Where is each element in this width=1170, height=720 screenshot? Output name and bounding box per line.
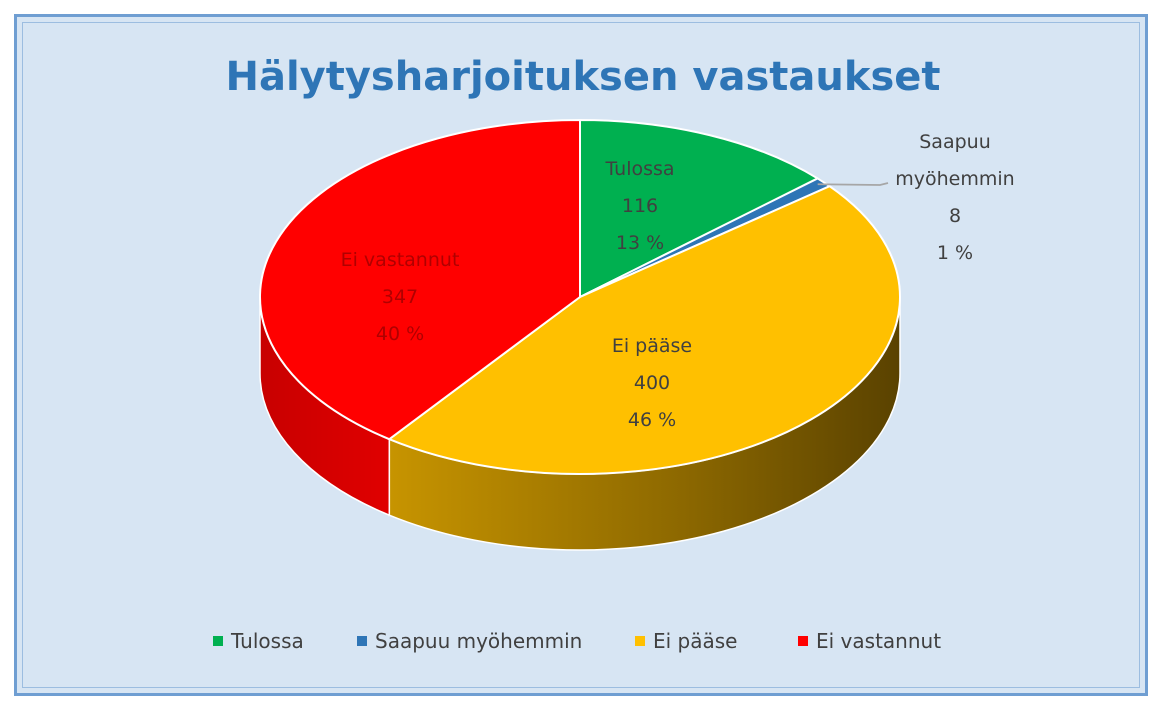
data-label-tulossa: Tulossa 116 13 % bbox=[604, 158, 674, 254]
chart-title: Hälytysharjoituksen vastaukset bbox=[225, 54, 940, 100]
leader-line-saapuu-myohemmin bbox=[817, 182, 889, 186]
data-label-line: 1 % bbox=[937, 242, 973, 264]
data-label-line: myöhemmin bbox=[895, 168, 1014, 190]
legend-item-saapuu-my-hemmin: Saapuu myöhemmin bbox=[357, 629, 582, 653]
pie-slice-tulossa bbox=[579, 118, 820, 299]
chart-inner-border bbox=[22, 22, 1140, 688]
legend-item-ei-vastannut: Ei vastannut bbox=[798, 629, 941, 653]
data-label-line: Ei pääse bbox=[612, 335, 692, 357]
legend-label: Tulossa bbox=[230, 629, 304, 653]
pie-slice-ei-p-se bbox=[387, 185, 901, 475]
data-label-line: 347 bbox=[382, 286, 418, 308]
data-labels: Tulossa 116 13 % Saapuu myöhemmin 8 1 % Ei pääs… bbox=[341, 131, 1015, 431]
data-label-saapuu-my-hemmin: Saapuu myöhemmin 8 1 % bbox=[895, 131, 1014, 264]
data-label-line: 116 bbox=[622, 195, 658, 217]
pie-group bbox=[258, 118, 901, 551]
legend-label: Saapuu myöhemmin bbox=[375, 629, 582, 653]
data-label-line: 400 bbox=[634, 372, 670, 394]
legend-item-tulossa: Tulossa bbox=[213, 629, 304, 653]
legend-swatch bbox=[798, 636, 808, 646]
legend-item-ei-p-se: Ei pääse bbox=[635, 629, 737, 653]
data-label-ei-vastannut: Ei vastannut 347 40 % bbox=[341, 249, 460, 345]
pie-slice-ei-vastannut bbox=[258, 118, 581, 441]
legend-swatch bbox=[357, 636, 367, 646]
data-label-line: 13 % bbox=[616, 232, 664, 254]
data-label-line: 46 % bbox=[628, 409, 676, 431]
legend-label: Ei vastannut bbox=[816, 629, 941, 653]
data-label-ei-p-se: Ei pääse 400 46 % bbox=[612, 335, 692, 431]
data-label-line: Saapuu bbox=[919, 131, 991, 153]
data-label-line: 8 bbox=[949, 205, 961, 227]
legend-label: Ei pääse bbox=[653, 629, 737, 653]
legend-swatch bbox=[635, 636, 645, 646]
legend: Tulossa Saapuu myöhemmin Ei pääse Ei vastan… bbox=[213, 629, 941, 653]
legend-swatch bbox=[213, 636, 223, 646]
data-label-line: Tulossa bbox=[604, 158, 674, 180]
data-label-line: 40 % bbox=[376, 323, 424, 345]
data-label-line: Ei vastannut bbox=[341, 249, 460, 271]
